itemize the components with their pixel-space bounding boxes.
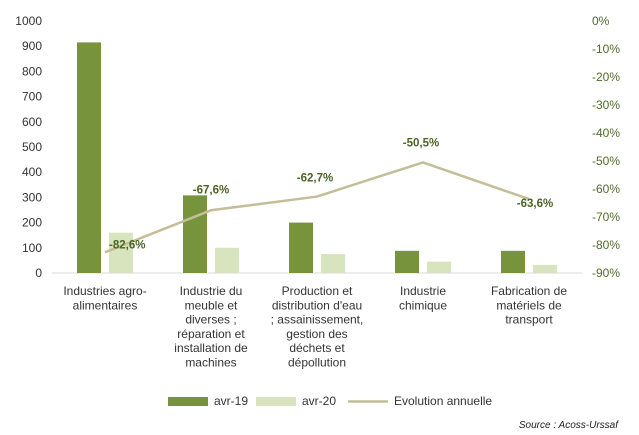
left-tick-label: 100: [22, 241, 42, 255]
right-tick-label: -10%: [592, 42, 620, 56]
right-tick-label: -20%: [592, 70, 620, 84]
category-label: Industrie du meuble et diverses ; réparatio…: [174, 284, 248, 370]
right-axis: 0% -10% -20% -30% -40% -50% -60% -70% -80% -90%: [592, 14, 620, 280]
right-tick-label: -80%: [592, 238, 620, 252]
line-data-label: -82,6%: [109, 239, 145, 251]
right-tick-label: -70%: [592, 210, 620, 224]
legend: avr-19 avr-20 Evolution annuelle: [168, 394, 492, 408]
right-tick-label: -60%: [592, 182, 620, 196]
category-labels: Industries agro-alimentaires Industrie du…: [63, 284, 567, 370]
left-tick-label: 0: [35, 266, 42, 280]
left-tick-label: 200: [22, 216, 42, 230]
category-label: Industrie chimique: [399, 284, 447, 312]
left-tick-label: 700: [22, 90, 42, 104]
evolution-line-series: -82,6% -67,6% -62,7% -50,5% -63,6%: [104, 137, 553, 254]
bar-avr-19: [77, 42, 101, 273]
right-tick-label: 0%: [592, 14, 610, 28]
right-tick-label: -40%: [592, 126, 620, 140]
bar-avr-19: [501, 250, 525, 273]
legend-label-avr-19: avr-19: [214, 394, 248, 408]
left-axis: 0 100 200 300 400 500 600 700 800 900 1000: [15, 14, 42, 280]
line-data-label: -63,6%: [517, 198, 553, 210]
source-note: Source : Acoss-Urssaf: [519, 420, 619, 431]
bar-avr-20: [109, 232, 133, 273]
category-label: Fabrication de matériels de transport: [491, 284, 567, 327]
left-tick-label: 900: [22, 39, 42, 53]
right-tick-label: -50%: [592, 154, 620, 168]
right-tick-label: -90%: [592, 266, 620, 280]
left-tick-label: 1000: [15, 14, 42, 28]
line-data-label: -50,5%: [403, 137, 439, 149]
left-tick-label: 600: [22, 115, 42, 129]
bar-avr-20: [533, 264, 557, 273]
left-tick-label: 800: [22, 64, 42, 78]
bar-avr-19: [395, 250, 419, 273]
bars: [77, 42, 557, 273]
left-tick-label: 400: [22, 165, 42, 179]
legend-swatch-avr-20: [256, 397, 296, 406]
bar-avr-20: [321, 254, 345, 273]
legend-label-evolution: Evolution annuelle: [394, 394, 492, 408]
line-data-label: -67,6%: [193, 184, 229, 196]
legend-swatch-avr-19: [168, 397, 208, 406]
bar-avr-19: [183, 195, 207, 273]
left-tick-label: 300: [22, 190, 42, 204]
bar-avr-20: [427, 261, 451, 273]
category-label: Production et distribution d'eau; assaini…: [271, 284, 364, 370]
bar-avr-20: [215, 247, 239, 273]
legend-label-avr-20: avr-20: [302, 394, 336, 408]
evolution-line: [104, 161, 530, 254]
left-tick-label: 500: [22, 140, 42, 154]
right-tick-label: -30%: [592, 98, 620, 112]
bar-avr-19: [289, 222, 313, 273]
line-data-label: -62,7%: [297, 173, 333, 185]
category-label: Industries agro-alimentaires: [63, 284, 146, 312]
